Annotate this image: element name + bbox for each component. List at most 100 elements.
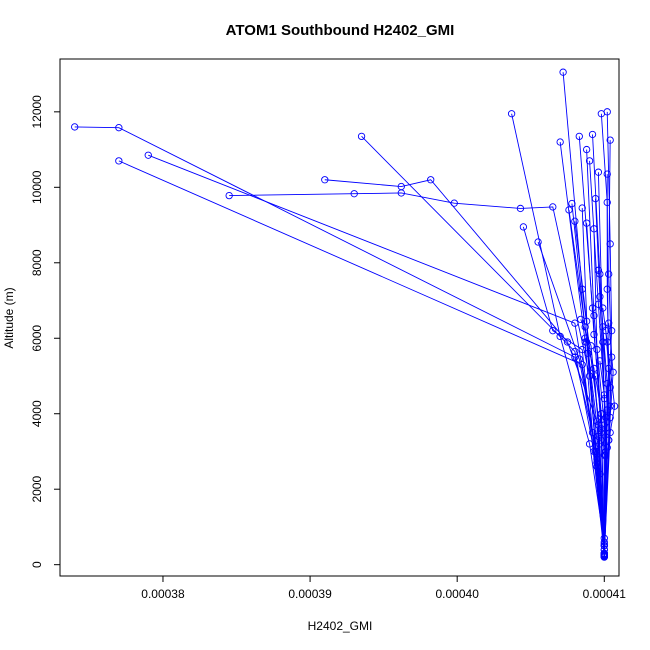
data-point — [582, 219, 591, 227]
data-point — [594, 168, 603, 176]
series-profile-6 — [357, 132, 608, 561]
data-point — [397, 182, 405, 191]
x-tick-label: 0.00040 — [435, 587, 479, 601]
series-line — [580, 319, 605, 556]
data-point — [603, 285, 611, 293]
data-point — [144, 151, 152, 159]
data-point — [594, 266, 603, 274]
data-point — [427, 176, 435, 184]
data-point — [609, 368, 617, 376]
data-point — [568, 199, 576, 208]
data-point — [600, 451, 608, 459]
x-axis-label: H2402_GMI — [308, 619, 373, 633]
data-point — [610, 402, 619, 410]
data-point — [606, 413, 614, 422]
data-point — [600, 551, 608, 559]
y-tick-label: 0 — [30, 561, 44, 568]
data-point — [596, 357, 604, 365]
chart-title: ATOM1 Southbound H2402_GMI — [226, 22, 455, 39]
data-point — [450, 199, 458, 207]
data-point — [590, 311, 598, 320]
series-line — [361, 136, 605, 557]
series-line — [593, 228, 605, 556]
series-line — [603, 330, 611, 555]
data-point — [593, 345, 601, 354]
data-point — [585, 157, 594, 165]
y-axis: 0 2000 4000 6000 8000 10000 12000 — [30, 95, 60, 568]
data-point — [597, 410, 605, 418]
series-profile-2 — [115, 157, 608, 560]
data-point — [507, 110, 516, 118]
data-point — [606, 428, 614, 437]
series-line — [597, 270, 608, 556]
y-tick-label: 8000 — [30, 249, 44, 276]
series-line — [148, 154, 605, 558]
data-point — [357, 132, 366, 141]
data-point — [606, 383, 614, 391]
data-point — [571, 347, 579, 356]
data-point — [519, 223, 528, 231]
y-axis-label: Altitude (m) — [2, 287, 16, 348]
data-point — [602, 327, 610, 335]
data-point — [571, 217, 579, 225]
data-point — [591, 447, 600, 456]
data-point — [599, 304, 607, 312]
series-line — [599, 360, 608, 556]
data-point — [534, 238, 542, 246]
data-point — [600, 391, 608, 399]
data-point — [516, 204, 525, 213]
data-point — [599, 338, 607, 346]
series-profile-35 — [577, 315, 608, 559]
data-point — [225, 191, 233, 200]
x-tick-label: 0.00038 — [141, 587, 185, 601]
x-tick-label: 0.00039 — [288, 587, 332, 601]
data-point — [605, 319, 613, 327]
data-point — [606, 136, 614, 144]
series-profile-4 — [225, 189, 608, 561]
data-point — [578, 204, 586, 212]
data-point — [115, 124, 123, 132]
series-line — [581, 208, 605, 556]
y-tick-label: 2000 — [30, 476, 44, 503]
plot-frame — [59, 58, 620, 577]
series-line — [324, 179, 605, 556]
series-line — [229, 192, 605, 557]
series-profile-3 — [144, 151, 608, 561]
data-point — [549, 203, 557, 211]
data-point — [575, 355, 583, 363]
data-point — [556, 138, 564, 146]
y-tick-label: 10000 — [30, 170, 44, 204]
series-line — [595, 375, 605, 556]
data-point — [115, 157, 123, 165]
data-point — [571, 353, 579, 361]
data-point — [596, 440, 604, 448]
data-point — [71, 123, 79, 131]
data-point — [578, 345, 586, 354]
y-tick-label: 6000 — [30, 325, 44, 352]
y-tick-label: 4000 — [30, 400, 44, 427]
data-point — [556, 332, 564, 341]
data-point — [559, 68, 567, 76]
series-line — [559, 141, 605, 554]
data-point — [605, 270, 613, 278]
x-axis: 0.00038 0.00039 0.00040 0.00041 — [141, 576, 626, 601]
x-tick-label: 0.00041 — [583, 587, 627, 601]
data-point — [605, 436, 613, 444]
data-point — [590, 330, 598, 339]
data-point — [577, 315, 585, 324]
data-point — [575, 132, 583, 141]
data-point — [321, 176, 329, 184]
data-point — [582, 145, 591, 154]
data-point — [549, 327, 557, 335]
series-line — [537, 241, 605, 557]
series-line — [522, 226, 605, 555]
series-profile-7 — [507, 110, 608, 561]
data-point — [588, 130, 597, 139]
series-profile-1 — [71, 123, 608, 561]
data-point — [587, 342, 595, 350]
series-profile-10 — [519, 223, 608, 559]
data-point — [594, 421, 603, 429]
data-point — [603, 108, 611, 116]
data-point — [350, 190, 358, 198]
